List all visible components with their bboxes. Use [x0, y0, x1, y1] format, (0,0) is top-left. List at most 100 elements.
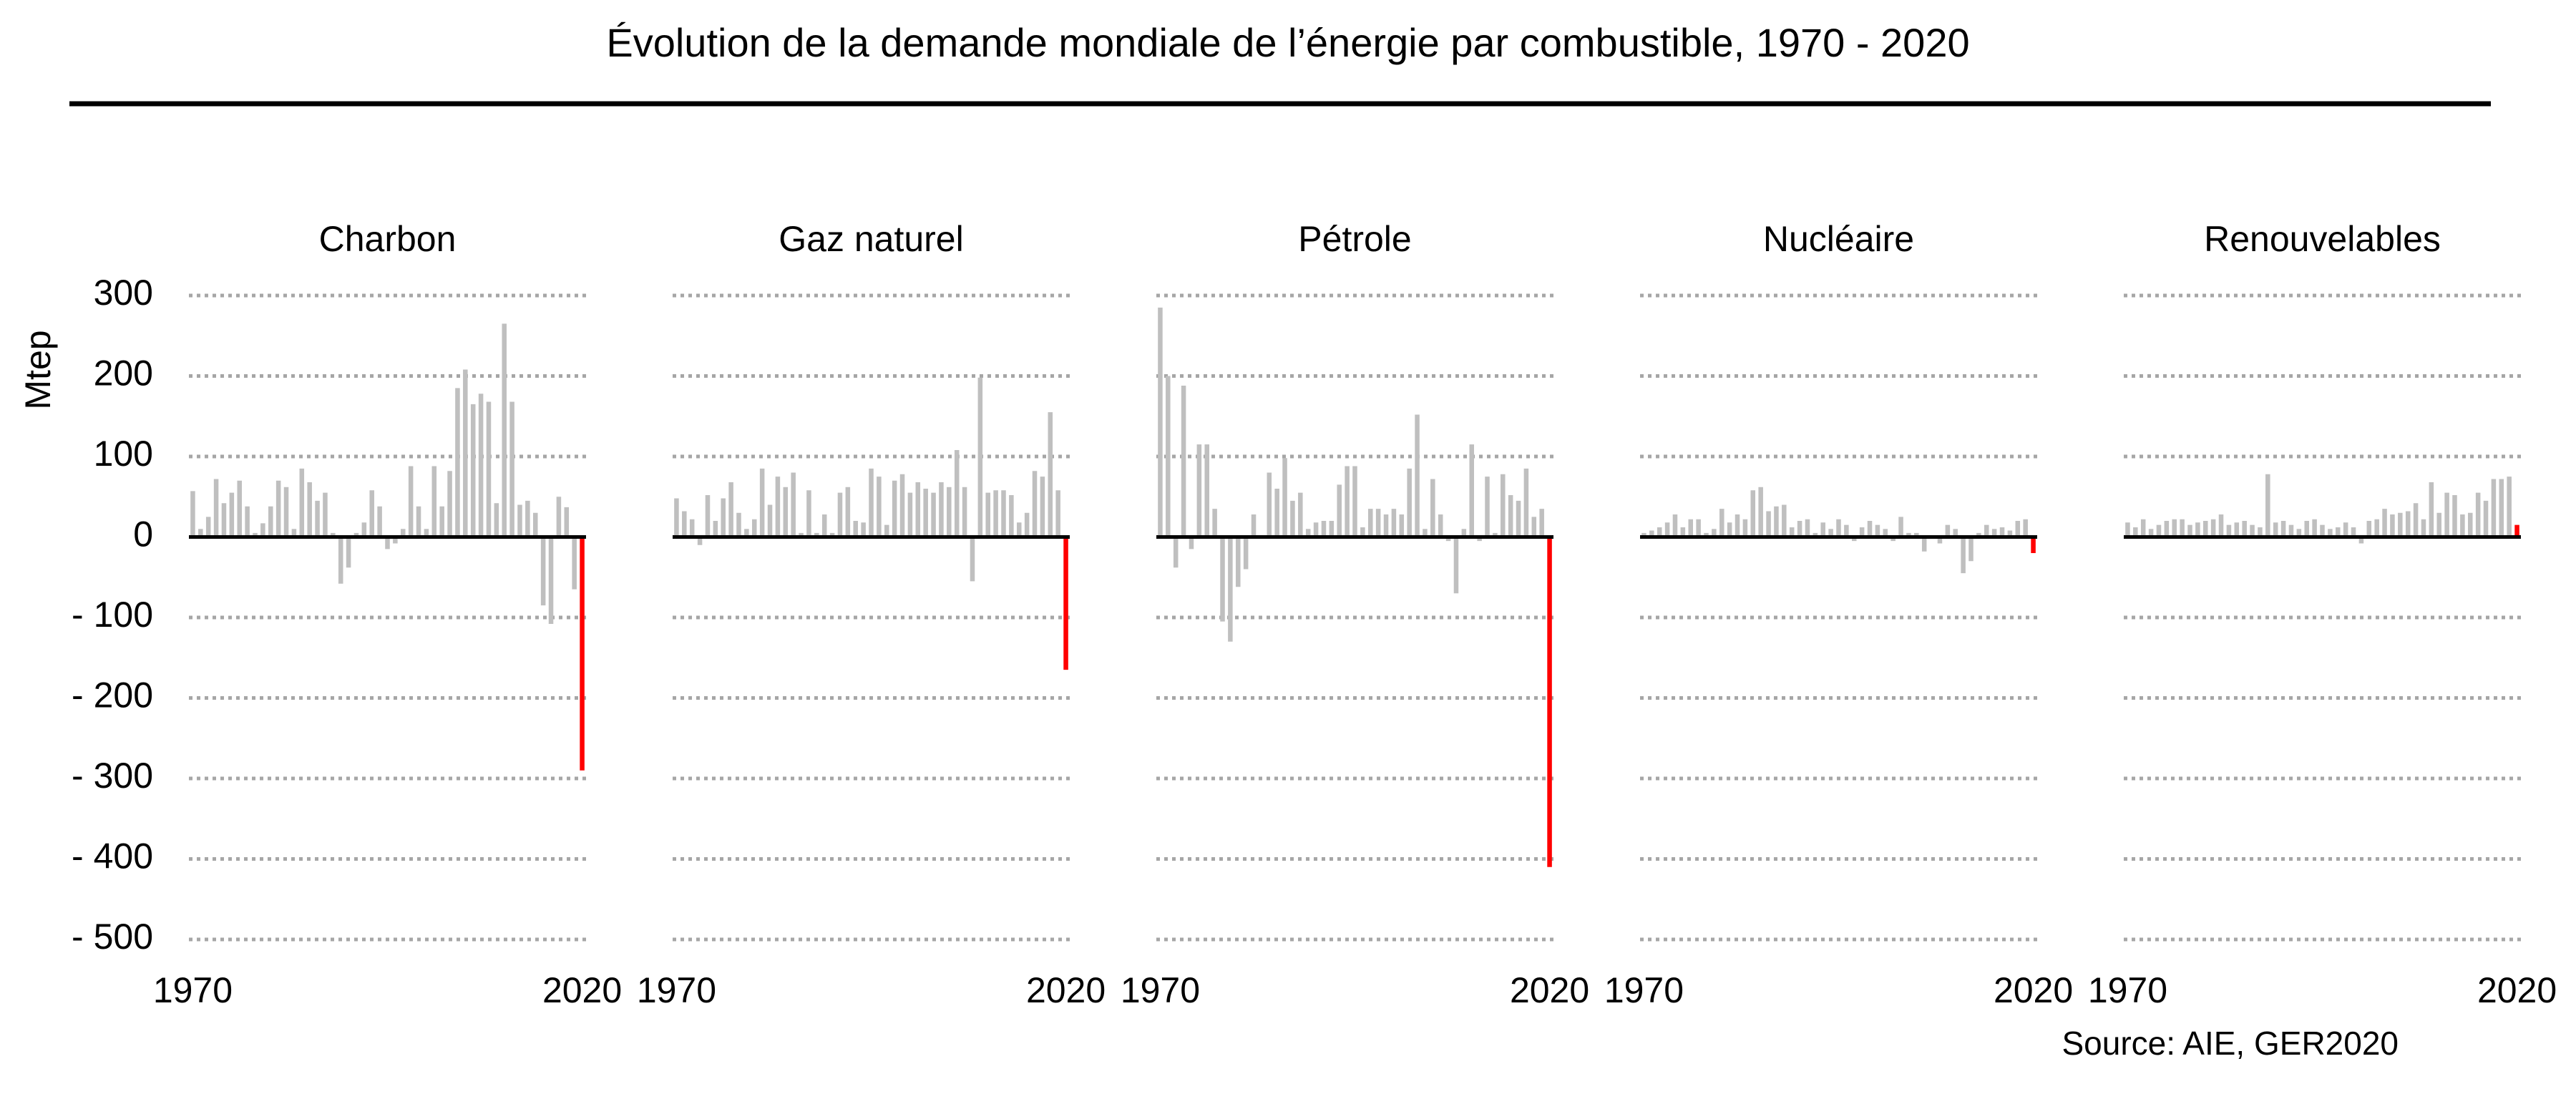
bar [767, 504, 773, 537]
y-tick-label: 300 [94, 273, 153, 313]
bar [2452, 495, 2457, 537]
bar [564, 507, 570, 537]
bar [1782, 504, 1787, 537]
bar [1415, 414, 1420, 537]
bar [338, 537, 343, 584]
bar [1001, 490, 1006, 537]
x-tick-label: 2020 [542, 970, 622, 1010]
y-tick-label: - 100 [72, 595, 153, 635]
bar [229, 492, 235, 537]
bar [1836, 519, 1841, 537]
x-tick-label: 1970 [637, 970, 716, 1010]
bar [1968, 537, 1974, 562]
bar [2133, 527, 2138, 537]
bar [2366, 521, 2372, 537]
x-tick-label: 1970 [1604, 970, 1684, 1010]
bar [1766, 511, 1771, 537]
bar [1399, 514, 1405, 537]
bar [190, 491, 195, 537]
bar [424, 529, 429, 537]
bar [783, 487, 789, 537]
bar [899, 474, 905, 537]
bar [1055, 490, 1060, 537]
bar [268, 506, 273, 537]
bar [1828, 529, 1833, 537]
bar [1539, 509, 1544, 537]
bar [1228, 537, 1233, 642]
bar [1368, 509, 1373, 537]
bar [1820, 522, 1825, 537]
bar [2273, 522, 2278, 537]
bar [1867, 521, 1873, 537]
bar [1282, 458, 1287, 537]
bar [2312, 519, 2317, 537]
bar [2180, 519, 2185, 537]
bar [486, 401, 492, 537]
bar [2210, 519, 2216, 537]
bar [713, 521, 718, 537]
bar [548, 537, 554, 624]
bar [2405, 511, 2411, 537]
bar [2374, 519, 2379, 537]
bar [1657, 527, 1662, 537]
bar [2156, 524, 2162, 537]
bar [884, 524, 889, 537]
bar [2358, 537, 2364, 544]
bar [346, 537, 351, 568]
bar [1999, 527, 2005, 537]
bar [1196, 444, 1202, 537]
bar [377, 506, 382, 537]
x-tick-label: 1970 [153, 970, 233, 1010]
bar [2336, 527, 2341, 537]
bar [408, 466, 414, 537]
bar [2258, 527, 2263, 537]
bar [1166, 376, 1171, 537]
bar [806, 490, 811, 537]
bar [1641, 532, 1646, 537]
bar [947, 487, 952, 537]
bar [1243, 537, 1249, 570]
bar [799, 532, 804, 537]
bar [556, 497, 562, 537]
bar [2507, 477, 2512, 537]
bar [540, 537, 546, 606]
y-tick-label: - 300 [72, 756, 153, 796]
y-tick-label: 200 [94, 353, 153, 394]
bar [1664, 522, 1670, 537]
bar [1352, 466, 1357, 537]
bar [401, 529, 406, 537]
bar [2304, 521, 2309, 537]
bar [299, 468, 305, 537]
y-tick-label: 0 [133, 514, 153, 555]
bar [1290, 500, 1295, 537]
bar [752, 519, 757, 537]
bar [2390, 514, 2395, 537]
bar [1859, 527, 1865, 537]
bar [915, 482, 921, 537]
bar [353, 532, 359, 537]
bar [1852, 537, 1857, 542]
bar [1758, 487, 1763, 537]
bar [821, 514, 827, 537]
bar [923, 489, 928, 537]
bar [2015, 521, 2021, 537]
bar [1267, 472, 1272, 537]
bar [478, 394, 484, 537]
bar [1063, 537, 1068, 670]
bar [1040, 477, 1045, 537]
bar [1445, 537, 1451, 542]
y-tick-label: - 500 [72, 917, 153, 957]
bar [1438, 514, 1443, 537]
x-tick-label: 1970 [1121, 970, 1200, 1010]
bar [393, 537, 398, 544]
bar [1789, 527, 1795, 537]
bar [1009, 495, 1014, 537]
bar [1875, 524, 1880, 537]
bar [1961, 537, 1966, 574]
bar [1407, 468, 1412, 537]
bar [837, 492, 843, 537]
x-tick-label: 2020 [1510, 970, 1589, 1010]
bar [213, 479, 219, 537]
